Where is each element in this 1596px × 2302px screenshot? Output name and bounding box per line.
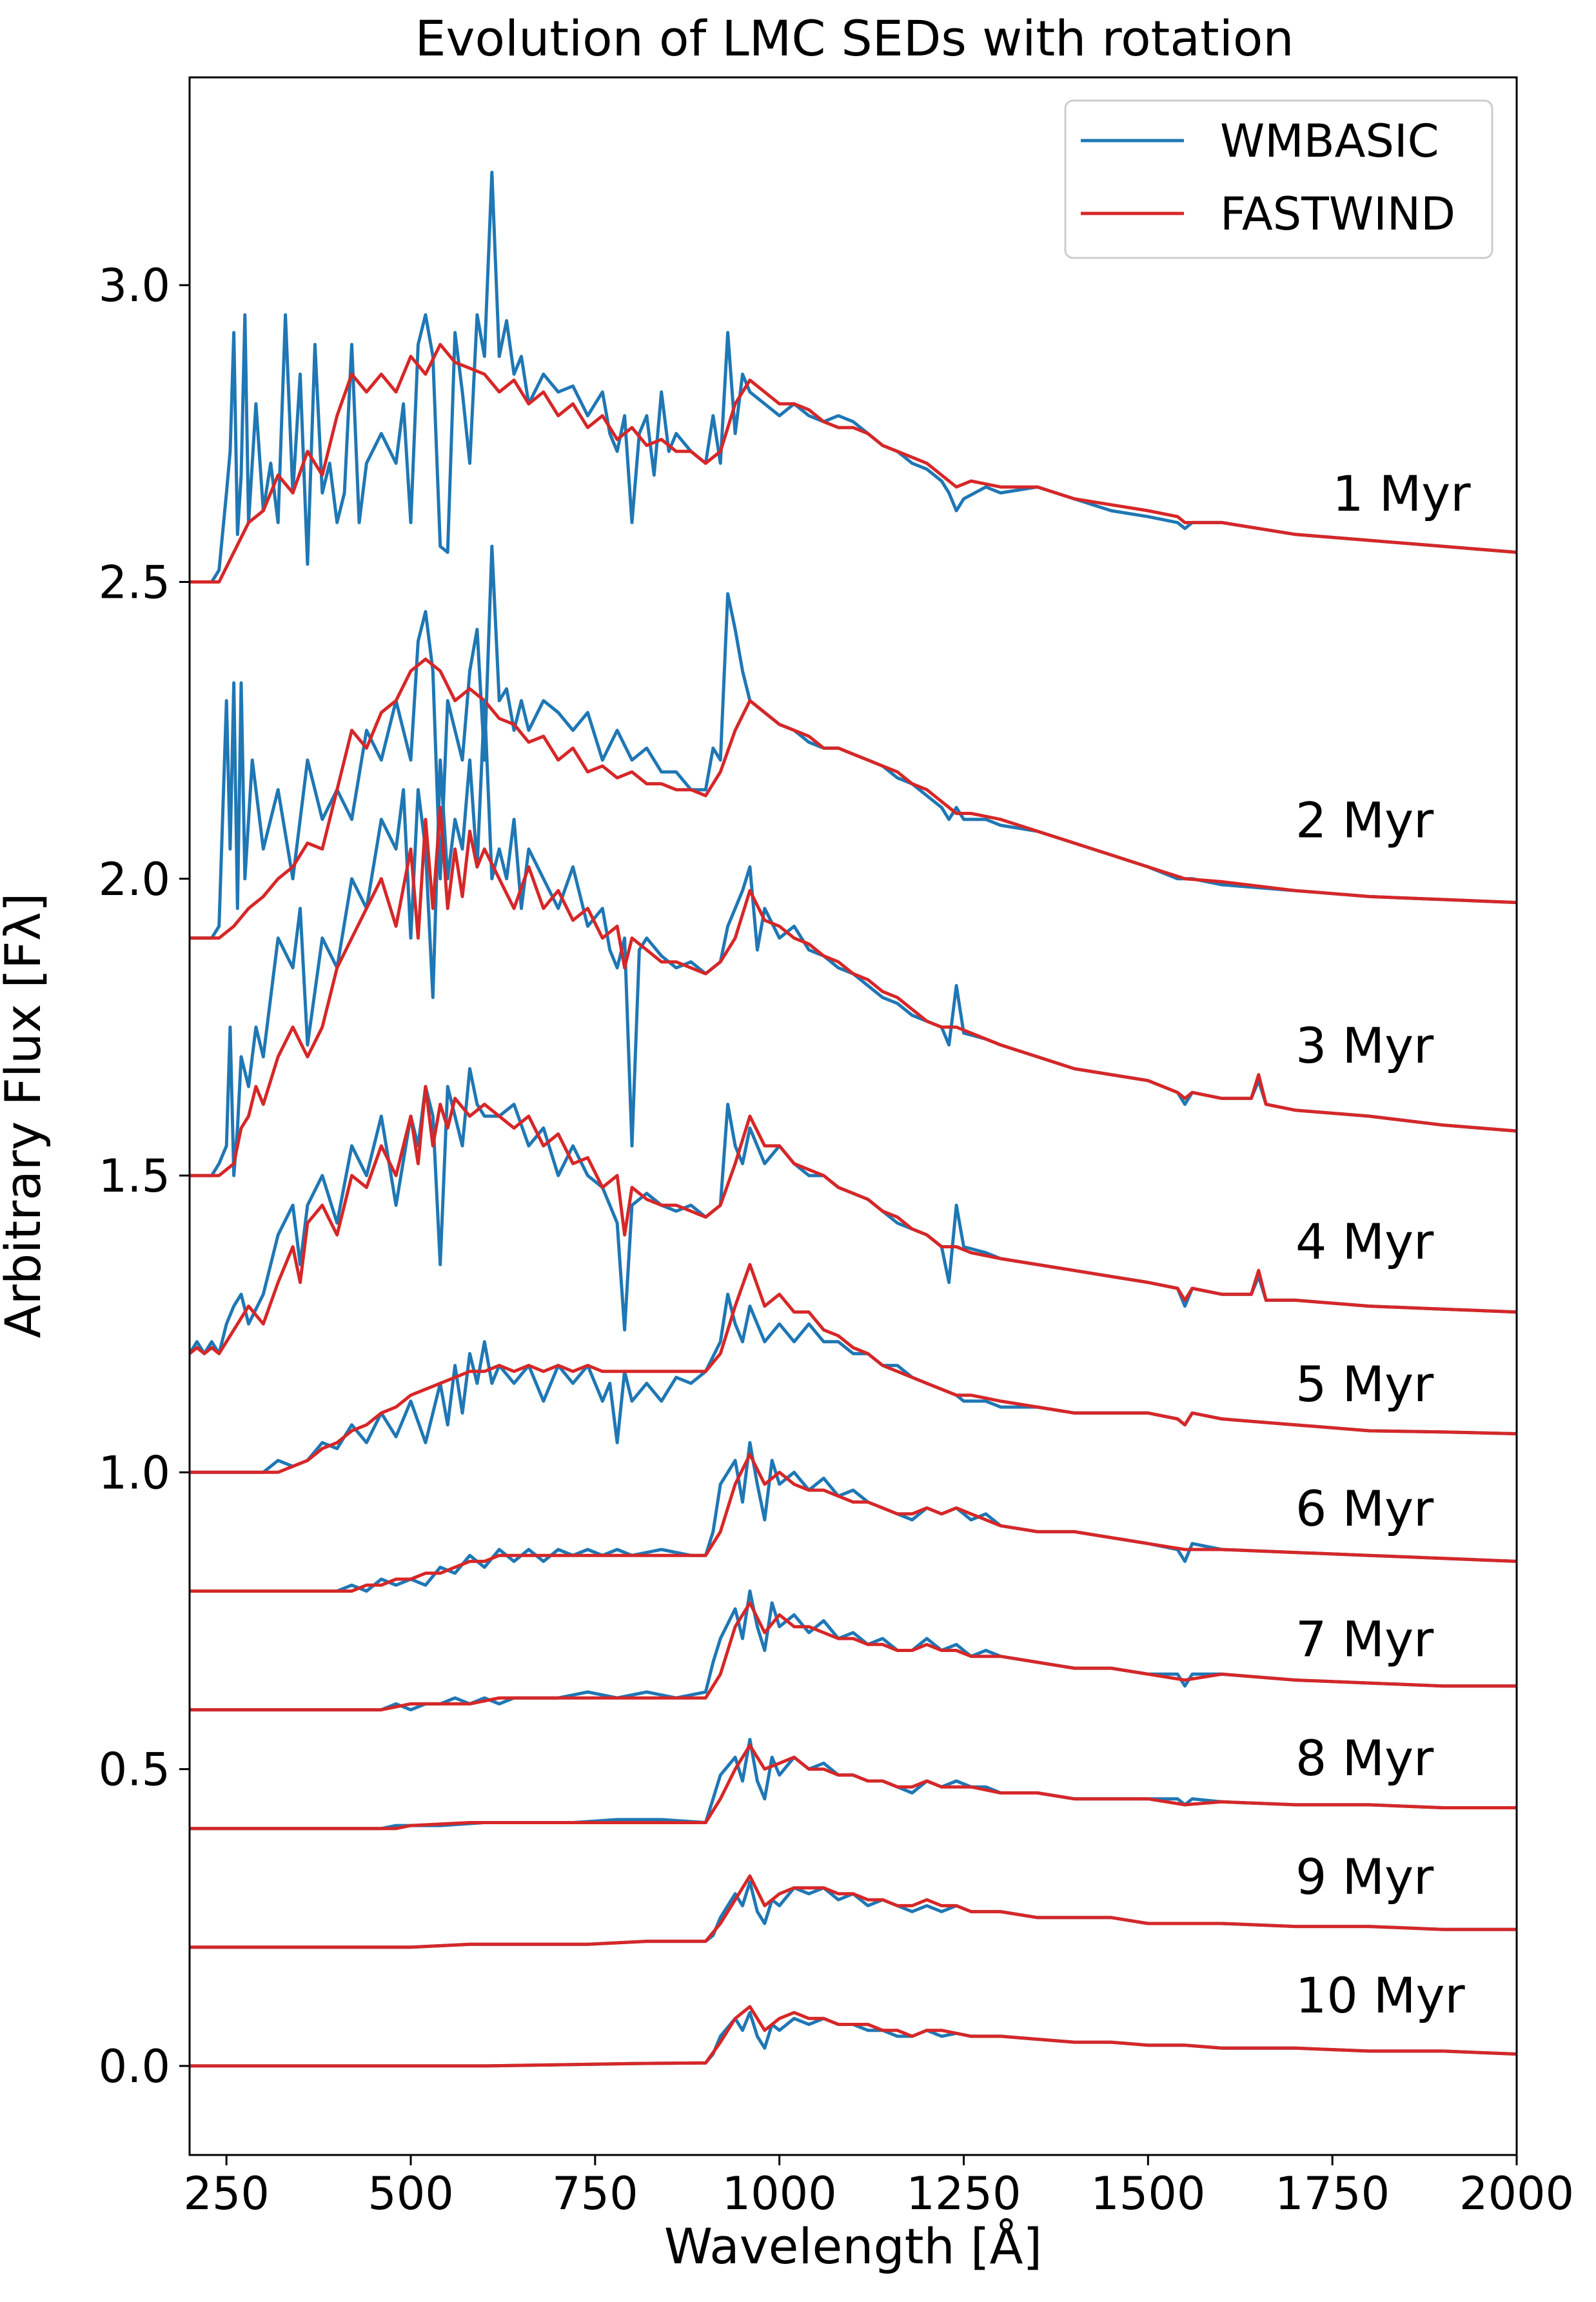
- series-layer: [188, 170, 1517, 2068]
- fastwind-line-4-myr: [188, 1085, 1517, 1355]
- x-tick-label-500: 500: [368, 2167, 454, 2220]
- x-tick-label-1250: 1250: [906, 2167, 1021, 2220]
- fastwind-line-6-myr: [190, 1453, 1517, 1593]
- legend: WMBASIC FASTWIND: [1064, 99, 1493, 259]
- age-label-3-myr: 3 Myr: [1296, 1017, 1434, 1074]
- wmbasic-line-1-myr: [190, 170, 1517, 584]
- age-label-1-myr: 1 Myr: [1332, 465, 1471, 522]
- age-label-7-myr: 7 Myr: [1296, 1611, 1434, 1668]
- fastwind-line-8-myr: [190, 1744, 1517, 1831]
- y-tick-label-3.0: 3.0: [99, 259, 170, 312]
- y-tick-label-1.5: 1.5: [99, 1150, 170, 1203]
- fastwind-line-7-myr: [190, 1601, 1517, 1712]
- x-tick-label-750: 750: [552, 2167, 638, 2220]
- age-label-9-myr: 9 Myr: [1296, 1848, 1434, 1905]
- age-label-2-myr: 2 Myr: [1296, 791, 1434, 849]
- x-tick-label-2000: 2000: [1459, 2167, 1574, 2220]
- y-tick-label-2.0: 2.0: [99, 853, 170, 906]
- x-tick-label-250: 250: [183, 2167, 270, 2220]
- legend-wmbasic-label: WMBASIC: [1220, 115, 1439, 168]
- age-label-4-myr: 4 Myr: [1296, 1213, 1434, 1270]
- age-label-8-myr: 8 Myr: [1296, 1729, 1434, 1787]
- age-label-6-myr: 6 Myr: [1296, 1480, 1434, 1537]
- fastwind-line-2-myr: [190, 657, 1517, 940]
- age-label-5-myr: 5 Myr: [1296, 1355, 1434, 1413]
- wmbasic-line-5-myr: [190, 1292, 1517, 1474]
- y-axis-label: Arbitrary Flux [Fλ]: [0, 893, 52, 1339]
- fastwind-line-3-myr: [190, 805, 1517, 1177]
- x-axis-label: Wavelength [Å]: [664, 2218, 1042, 2275]
- fastwind-line-10-myr: [190, 2005, 1517, 2068]
- x-tick-label-1000: 1000: [722, 2167, 837, 2220]
- fastwind-line-9-myr: [190, 1874, 1517, 1949]
- x-axis: 250 500 750 1000 1250 1500 1750 2000: [183, 2155, 1574, 2220]
- y-tick-label-2.5: 2.5: [99, 556, 170, 609]
- fastwind-line-1-myr: [190, 342, 1517, 584]
- y-tick-label-0.0: 0.0: [99, 2040, 170, 2093]
- y-tick-label-1.0: 1.0: [99, 1446, 170, 1499]
- plot-frame: [188, 76, 1518, 2156]
- age-label-10-myr: 10 Myr: [1296, 1967, 1465, 2024]
- y-tick-label-0.5: 0.5: [99, 1744, 170, 1796]
- x-tick-label-1750: 1750: [1275, 2167, 1390, 2220]
- y-axis: 0.0 0.5 1.0 1.5 2.0 2.5 3.0: [99, 259, 190, 2093]
- fastwind-line-5-myr: [190, 1263, 1517, 1474]
- age-labels: 1 Myr 2 Myr 3 Myr 4 Myr 5 Myr 6 Myr 7 Myr 8 Myr…: [1296, 465, 1471, 2024]
- legend-fastwind-label: FASTWIND: [1220, 188, 1455, 241]
- x-tick-label-1500: 1500: [1090, 2167, 1205, 2220]
- chart-title: Evolution of LMC SEDs with rotation: [415, 10, 1294, 67]
- wmbasic-line-2-myr: [190, 544, 1517, 940]
